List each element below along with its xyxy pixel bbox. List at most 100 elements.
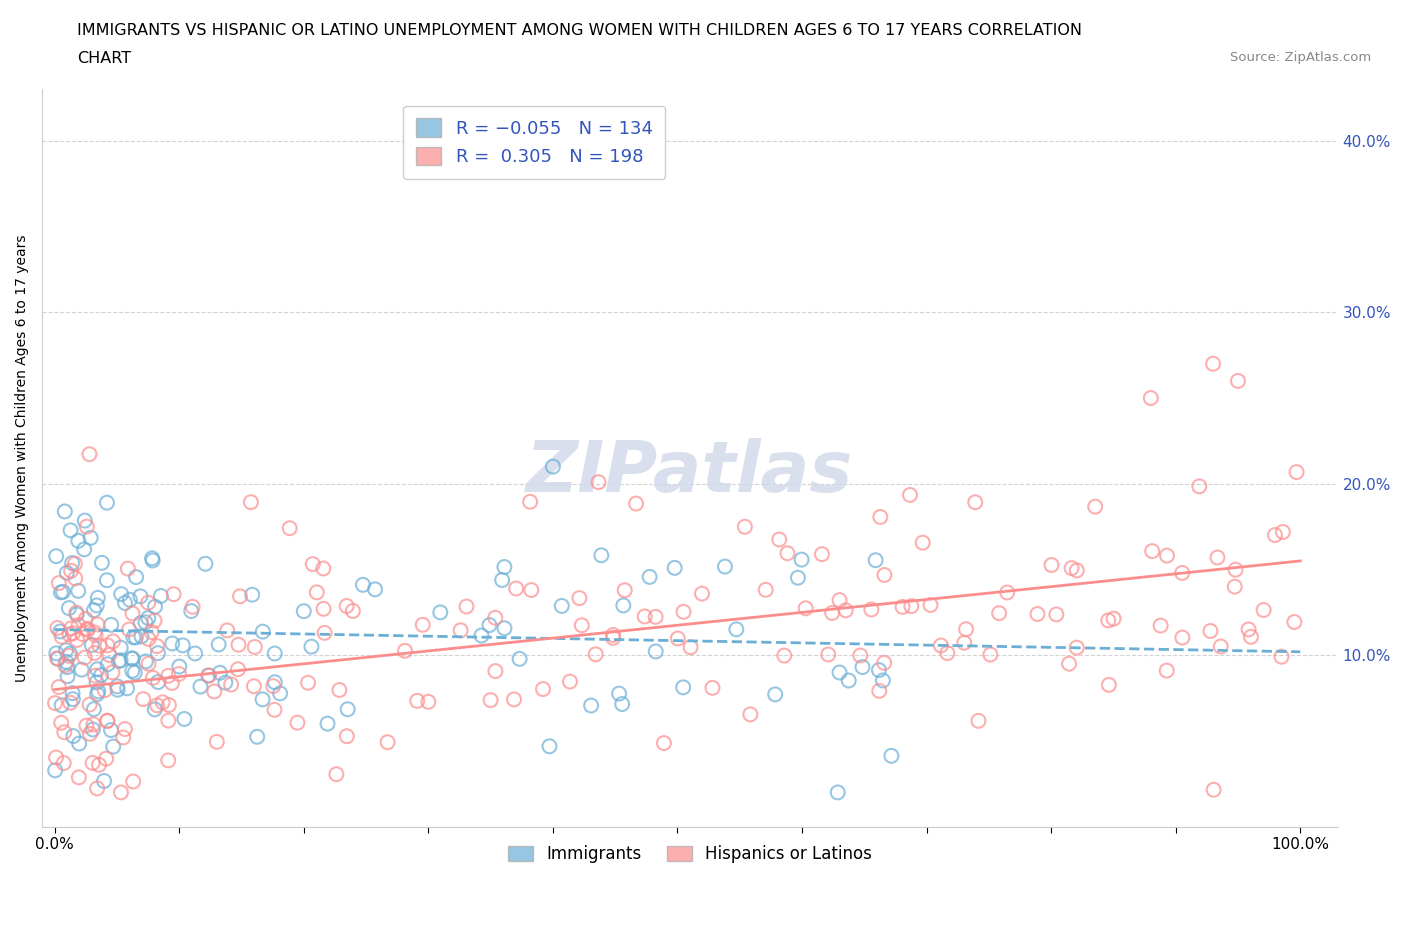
Point (1142, 544, 1164, 559)
Point (59, 523, 82, 538)
Point (336, 599, 359, 614)
Point (1270, 649, 1292, 664)
Point (246, 729, 269, 744)
Point (157, 669, 180, 684)
Point (865, 552, 887, 567)
Point (312, 602, 335, 617)
Point (292, 604, 315, 618)
Point (49, 585, 72, 600)
Point (83, 603, 105, 618)
Point (336, 702, 359, 717)
Point (118, 622, 141, 637)
Point (80, 530, 103, 545)
Text: ZIPatlas: ZIPatlas (526, 438, 853, 507)
Point (129, 616, 152, 631)
Point (73, 650, 96, 665)
Point (520, 582, 543, 597)
Point (763, 687, 786, 702)
Point (811, 547, 834, 562)
Point (160, 675, 183, 690)
Point (429, 604, 451, 619)
Point (46, 620, 69, 635)
Point (45, 646, 67, 661)
Point (412, 618, 434, 632)
Point (94, 751, 117, 766)
Point (851, 659, 873, 674)
Point (644, 609, 666, 624)
Point (157, 698, 180, 712)
Point (1156, 663, 1178, 678)
Point (644, 644, 666, 659)
Point (1253, 603, 1275, 618)
Point (122, 630, 145, 644)
Point (114, 595, 136, 610)
Point (96, 573, 118, 588)
Point (519, 495, 541, 510)
Point (602, 631, 624, 645)
Point (406, 694, 429, 709)
Point (828, 592, 851, 607)
Point (450, 623, 472, 638)
Point (136, 595, 159, 610)
Point (602, 628, 624, 643)
Point (142, 553, 165, 568)
Point (208, 637, 231, 652)
Point (86, 617, 108, 631)
Point (1199, 623, 1222, 638)
Point (479, 693, 502, 708)
Point (585, 647, 607, 662)
Point (1271, 525, 1294, 539)
Point (229, 589, 252, 604)
Point (62, 626, 84, 641)
Point (869, 510, 891, 525)
Point (63, 556, 86, 571)
Point (86, 662, 108, 677)
Point (141, 551, 163, 565)
Point (773, 648, 796, 663)
Point (118, 592, 141, 607)
Point (828, 665, 851, 680)
Y-axis label: Unemployment Among Women with Children Ages 6 to 17 years: Unemployment Among Women with Children A… (15, 234, 30, 682)
Point (97, 657, 120, 671)
Point (1171, 565, 1194, 580)
Point (714, 559, 737, 574)
Point (494, 560, 516, 575)
Point (143, 613, 166, 628)
Point (90, 555, 112, 570)
Point (503, 692, 526, 707)
Point (96, 713, 118, 728)
Point (82, 722, 104, 737)
Point (263, 702, 285, 717)
Point (134, 615, 156, 630)
Point (56, 659, 79, 674)
Point (125, 570, 148, 585)
Point (143, 599, 166, 614)
Point (53, 504, 76, 519)
Point (87, 591, 110, 605)
Point (132, 692, 155, 707)
Point (794, 601, 817, 616)
Point (76, 519, 98, 534)
Point (613, 583, 636, 598)
Point (79, 446, 101, 461)
Text: CHART: CHART (77, 51, 131, 66)
Point (551, 599, 574, 614)
Point (48, 576, 70, 591)
Point (173, 711, 195, 726)
Point (136, 611, 159, 626)
Point (624, 496, 647, 511)
Point (146, 639, 169, 654)
Point (157, 753, 180, 768)
Point (46, 651, 69, 666)
Point (672, 680, 695, 695)
Point (45, 751, 67, 765)
Point (72, 627, 94, 642)
Point (163, 587, 186, 602)
Point (73, 513, 96, 528)
Point (157, 713, 180, 728)
Point (955, 622, 977, 637)
Point (194, 556, 217, 571)
Point (1237, 622, 1260, 637)
Point (55, 655, 77, 670)
Point (911, 536, 934, 551)
